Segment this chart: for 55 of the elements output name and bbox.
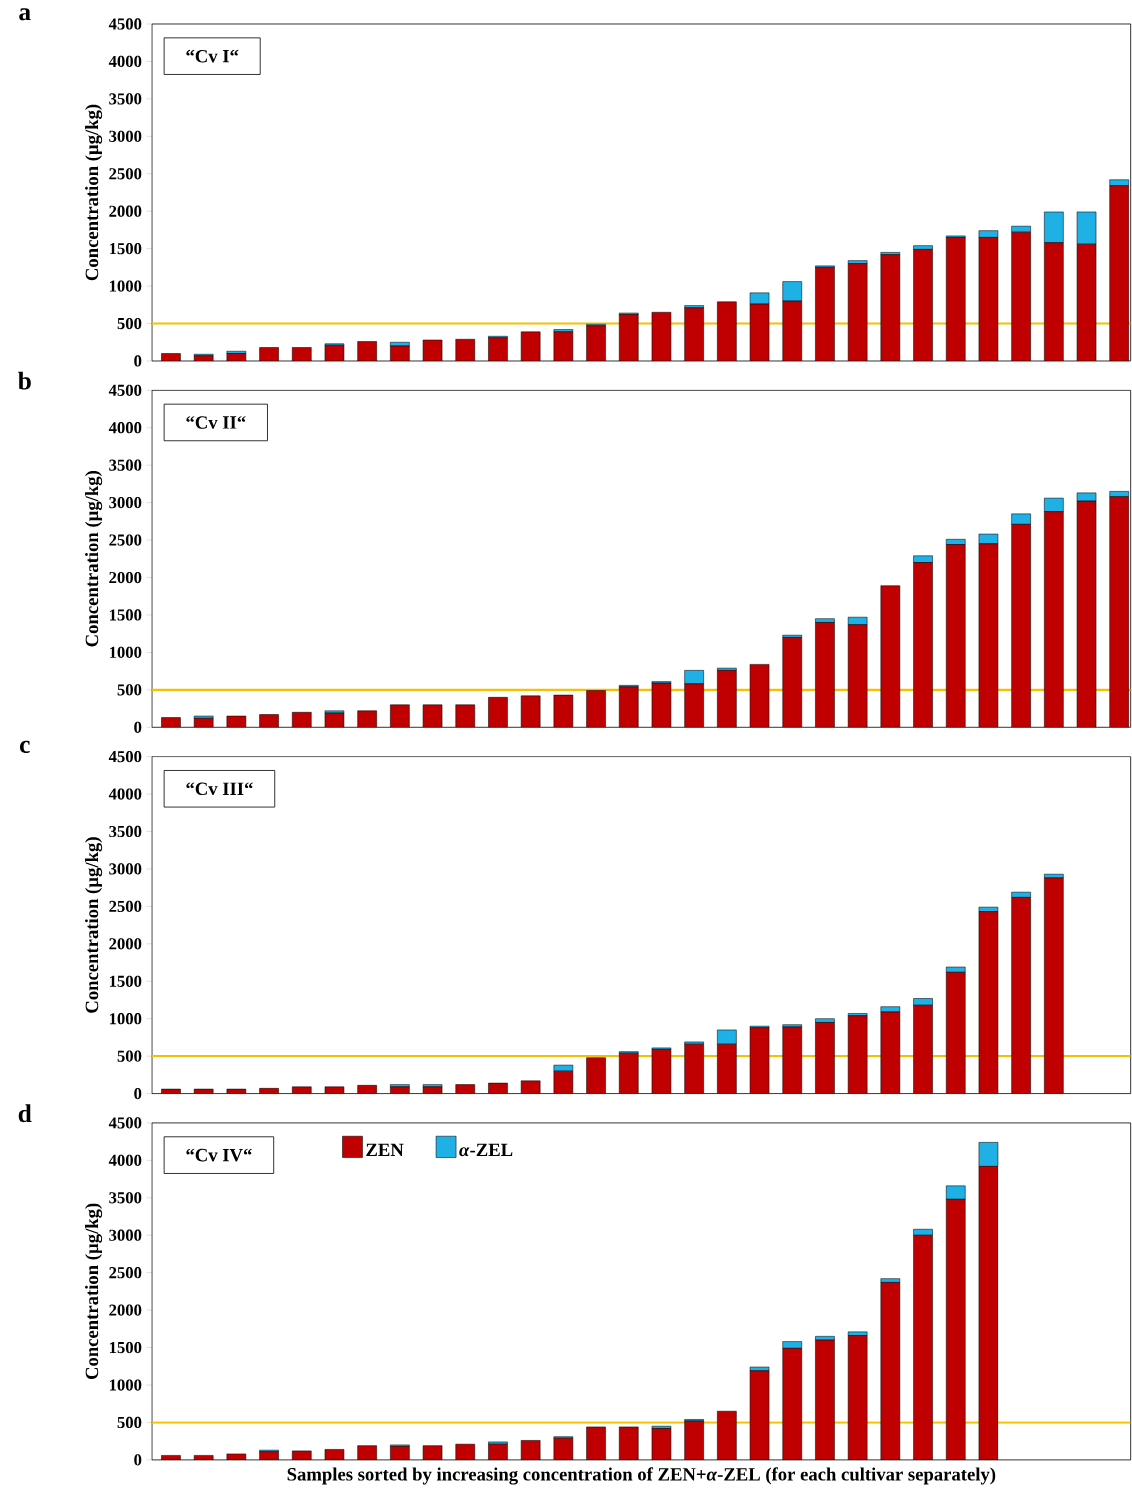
y-tick-label: 4000 [108,55,142,68]
y-tick-label: 500 [117,1050,142,1062]
y-tick-label: 0 [134,355,142,367]
y-tick-label: 4000 [108,788,142,800]
annotation: “Cv III“ [186,782,253,796]
y-tick-label: 500 [117,1416,142,1429]
y-tick-label: 3000 [109,863,142,875]
y-tick-label: 2500 [109,1267,142,1279]
y-tick-label: 3000 [109,130,142,142]
y-tick-label: 1500 [109,609,142,621]
legend-label: ZEN [366,1143,404,1156]
chart-title: d [18,1104,32,1123]
y-tick-label: 3500 [109,1192,142,1204]
y-tick-label: 2500 [109,168,142,180]
y-axis-title: Concentration (µg/kg) [85,1203,103,1380]
y-tick-label: 4000 [108,422,142,434]
y-tick-label: 1500 [109,243,142,255]
annotation: “Cv IV“ [186,1148,252,1162]
y-tick-label: 1500 [109,975,142,987]
legend-label: α-ZEL [459,1143,513,1157]
y-tick-label: 500 [117,684,142,696]
y-tick-label: 1500 [109,1341,142,1354]
y-tick-label: 4500 [108,1117,142,1129]
x-axis-title: Samples sorted by increasing concentration of ZEN+α-ZEL (for each cultivar separately) [287,1467,996,1485]
y-tick-label: 3500 [109,825,142,838]
y-tick-label: 2000 [109,1304,142,1316]
y-tick-label: 2000 [109,571,142,584]
y-tick-label: 4500 [108,18,142,30]
chart-title: a [19,8,31,21]
y-tick-label: 500 [117,317,142,330]
y-tick-label: 1000 [109,1013,142,1025]
y-tick-label: 2500 [109,534,142,546]
y-tick-label: 1000 [109,1379,142,1391]
y-axis-title: Concentration (µg/kg) [85,837,103,1013]
y-tick-label: 1000 [109,646,142,659]
y-tick-label: 3000 [109,1229,142,1241]
chart-title: c [20,740,30,753]
y-tick-label: 0 [134,1087,142,1100]
y-tick-label: 2000 [109,938,142,950]
y-tick-label: 4500 [108,384,142,396]
y-axis-title: Concentration (µg/kg) [85,471,103,647]
y-tick-label: 2500 [109,900,142,912]
annotation: “Cv II“ [186,416,246,429]
y-tick-label: 4500 [108,750,142,763]
y-tick-label: 0 [134,721,142,733]
y-tick-label: 0 [134,1454,142,1466]
y-tick-label: 4000 [108,1154,142,1166]
y-tick-label: 3000 [109,496,142,509]
y-tick-label: 2000 [109,205,142,217]
y-tick-label: 3500 [109,459,142,471]
annotation: “Cv I“ [186,49,239,63]
y-axis-title: Concentration (µg/kg) [85,104,103,281]
y-tick-label: 1000 [109,280,142,292]
chart-title: b [18,371,31,390]
y-tick-label: 3500 [109,93,142,105]
